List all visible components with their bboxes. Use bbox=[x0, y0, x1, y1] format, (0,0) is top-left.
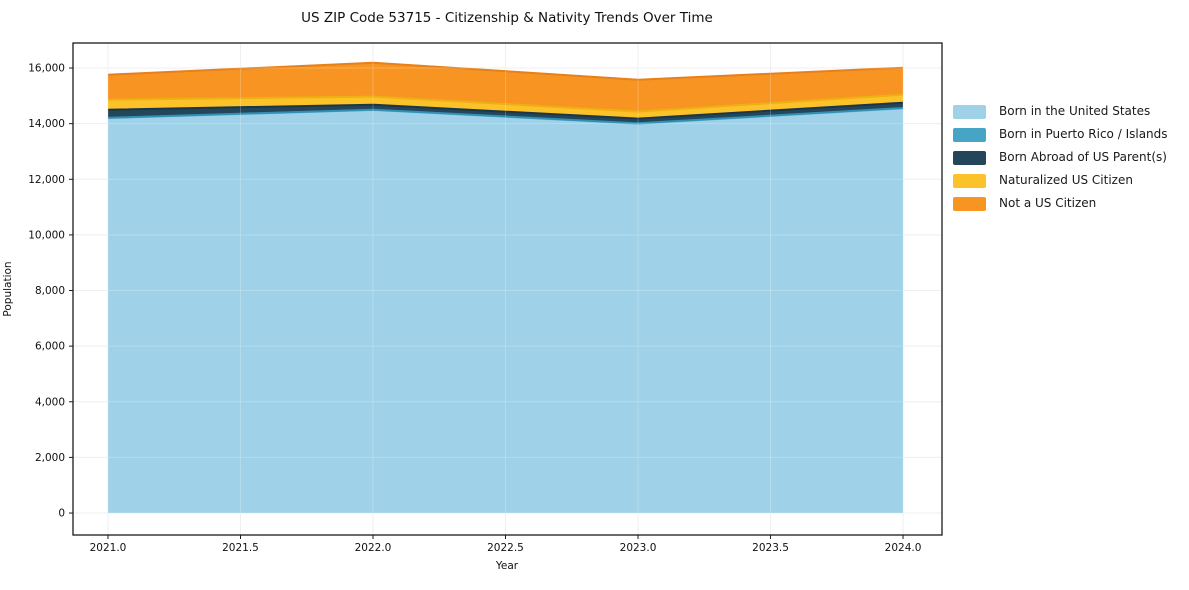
legend-item: Born in the United States bbox=[953, 104, 1168, 119]
legend-item: Born Abroad of US Parent(s) bbox=[953, 150, 1168, 165]
svg-text:16,000: 16,000 bbox=[28, 63, 65, 75]
svg-text:10,000: 10,000 bbox=[28, 229, 65, 241]
area-band-0 bbox=[108, 108, 903, 514]
legend-swatch-icon bbox=[953, 127, 986, 142]
svg-text:14,000: 14,000 bbox=[28, 118, 65, 130]
legend-label: Born Abroad of US Parent(s) bbox=[999, 150, 1167, 164]
legend-swatch-icon bbox=[953, 196, 986, 211]
legend-swatch-icon bbox=[953, 150, 986, 165]
area-edge-2 bbox=[107, 101, 904, 120]
svg-text:8,000: 8,000 bbox=[35, 285, 65, 297]
svg-text:12,000: 12,000 bbox=[28, 174, 65, 186]
legend-item: Not a US Citizen bbox=[953, 196, 1168, 211]
legend-item: Naturalized US Citizen bbox=[953, 173, 1168, 188]
svg-text:2023.0: 2023.0 bbox=[620, 542, 657, 554]
legend-label: Born in Puerto Rico / Islands bbox=[999, 127, 1168, 141]
svg-text:2023.5: 2023.5 bbox=[752, 542, 789, 554]
svg-text:2021.0: 2021.0 bbox=[90, 542, 127, 554]
y-tick-labels: 0 2,000 4,000 6,000 8,000 10,000 12,000 14,000 1… bbox=[28, 63, 65, 520]
svg-text:2021.5: 2021.5 bbox=[222, 542, 259, 554]
svg-text:2022.5: 2022.5 bbox=[487, 542, 524, 554]
svg-text:2024.0: 2024.0 bbox=[885, 542, 922, 554]
legend: Born in the United States Born in Puerto … bbox=[953, 104, 1168, 211]
area-band-2 bbox=[108, 102, 903, 124]
area-band-4 bbox=[108, 62, 903, 112]
area-edge-3 bbox=[107, 93, 904, 113]
legend-swatch-icon bbox=[953, 104, 986, 119]
area-series bbox=[107, 61, 904, 514]
x-axis-label: Year bbox=[495, 560, 519, 572]
legend-swatch-icon bbox=[953, 173, 986, 188]
y-axis-label: Population bbox=[2, 261, 14, 317]
tick-marks bbox=[69, 67, 904, 539]
legend-label: Naturalized US Citizen bbox=[999, 173, 1133, 187]
area-edge-4 bbox=[107, 61, 904, 81]
legend-item: Born in Puerto Rico / Islands bbox=[953, 127, 1168, 142]
plot-border bbox=[72, 42, 943, 536]
legend-label: Not a US Citizen bbox=[999, 196, 1097, 210]
legend-label: Born in the United States bbox=[999, 104, 1151, 118]
svg-text:2022.0: 2022.0 bbox=[355, 542, 392, 554]
area-edge-1 bbox=[107, 107, 904, 125]
svg-text:6,000: 6,000 bbox=[35, 341, 65, 353]
x-tick-labels: 2021.0 2021.5 2022.0 2022.5 2023.0 2023.5 2024… bbox=[90, 542, 922, 554]
svg-text:2,000: 2,000 bbox=[35, 452, 65, 464]
svg-text:4,000: 4,000 bbox=[35, 396, 65, 408]
gridlines-overlay bbox=[73, 43, 942, 535]
chart-title: US ZIP Code 53715 - Citizenship & Nativi… bbox=[301, 10, 713, 26]
area-band-3 bbox=[108, 94, 903, 119]
svg-text:0: 0 bbox=[58, 508, 65, 520]
